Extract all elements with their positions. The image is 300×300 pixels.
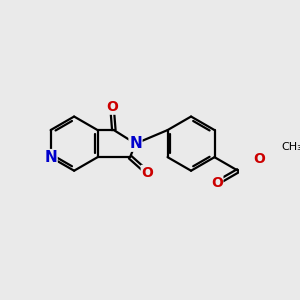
Text: O: O (106, 100, 118, 114)
Text: CH₃: CH₃ (281, 142, 300, 152)
Text: N: N (129, 136, 142, 151)
Text: O: O (211, 176, 223, 190)
Text: O: O (141, 166, 153, 179)
Text: O: O (253, 152, 265, 166)
Text: N: N (44, 150, 57, 165)
